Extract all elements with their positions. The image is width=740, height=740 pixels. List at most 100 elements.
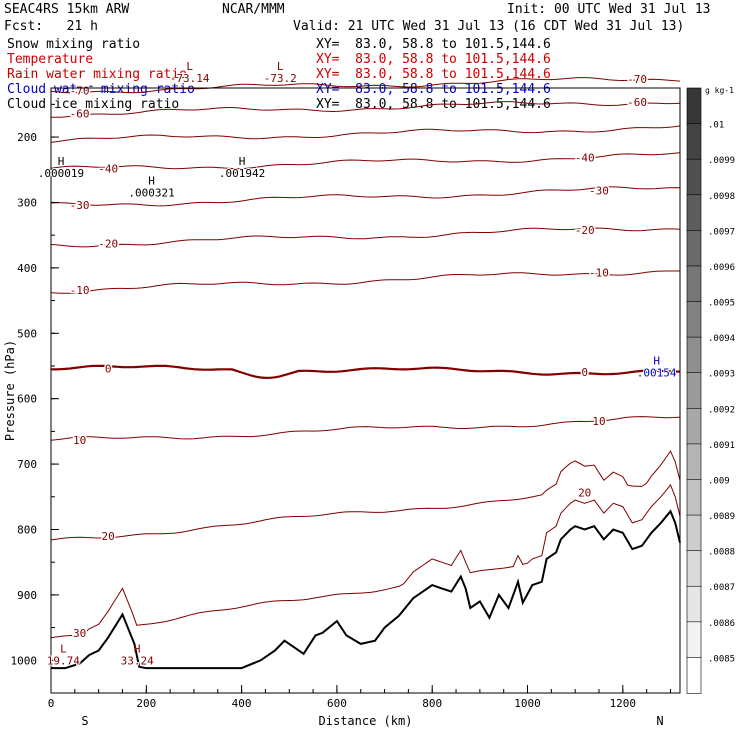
- colorbar-swatch: [686, 443, 702, 481]
- contour-label: 10: [73, 434, 86, 447]
- extremum-kind: H: [148, 175, 155, 188]
- y-tick-label: 700: [17, 458, 37, 471]
- extremum-value: -73.14: [170, 72, 210, 85]
- variable-name: Rain water mixing ratio: [7, 67, 188, 82]
- y-tick-label: 200: [17, 131, 37, 144]
- variable-name: Cloud ice mixing ratio: [7, 97, 180, 112]
- y-tick-label: 500: [17, 327, 37, 340]
- contour-label: -40: [98, 162, 118, 175]
- temperature-contour: [50, 364, 680, 380]
- extremum-kind: L: [186, 60, 193, 73]
- extremum-value: 19.74: [47, 654, 80, 667]
- contour-label: 30: [73, 627, 86, 640]
- endpoint-left: S: [81, 714, 88, 728]
- colorbar-tick-label: .009: [708, 476, 730, 486]
- terrain-profile: [51, 509, 681, 693]
- extremum-value: .00154: [637, 367, 677, 380]
- colorbar-swatch: [686, 230, 702, 267]
- colorbar-tick-label: .0094: [708, 334, 735, 344]
- colorbar-swatch: [686, 585, 702, 623]
- colorbar-tick-label: .0099: [708, 156, 735, 166]
- y-tick-label: 800: [17, 523, 37, 536]
- extremum-kind: L: [277, 60, 284, 73]
- x-tick-label: 0: [48, 697, 55, 710]
- colorbar-tick-label: .0086: [708, 619, 735, 629]
- contour-label: -20: [98, 237, 118, 250]
- contour-label: 20: [102, 530, 115, 543]
- colorbar-tick-label: .0089: [708, 512, 735, 522]
- contour-label: -60: [627, 96, 647, 109]
- valid-time: Valid: 21 UTC Wed 31 Jul 13 (16 CDT Wed …: [293, 19, 685, 34]
- variable-name: Snow mixing ratio: [7, 37, 141, 52]
- x-tick-label: 800: [422, 697, 442, 710]
- plot-frame: [50, 87, 681, 694]
- variable-xy: XY= 83.0, 58.8 to 101.5,144.6: [316, 67, 551, 82]
- extrema-labels: L-73.14L-73.2H.000019H.000321H.001942H.0…: [37, 60, 678, 668]
- extremum-value: .000321: [128, 187, 174, 200]
- colorbar-tick-label: .01: [708, 121, 724, 131]
- extremum-kind: L: [60, 642, 67, 655]
- colorbar-tick-label: .0096: [708, 263, 735, 273]
- extremum-value: .000019: [38, 167, 84, 180]
- colorbar-swatch: [686, 479, 702, 516]
- x-tick-label: 1000: [514, 697, 541, 710]
- temperature-contour: [50, 186, 681, 207]
- contour-label: -40: [575, 152, 595, 165]
- variable-name: Cloud water mixing ratio: [7, 82, 195, 97]
- contour-label: 10: [592, 415, 605, 428]
- extremum-kind: H: [58, 155, 65, 168]
- contour-label: -30: [589, 184, 609, 197]
- colorbar-swatch: [686, 265, 702, 303]
- colorbar-tick-label: .0088: [708, 548, 735, 558]
- temperature-contour: [50, 152, 681, 170]
- extremum-kind: H: [134, 642, 141, 655]
- axes: 0 200 400 600 800 1000 12002003004005006007008…: [3, 103, 671, 728]
- y-axis-title: Pressure (hPa): [3, 340, 17, 441]
- colorbar-swatch: [686, 87, 702, 125]
- x-tick-label: 600: [327, 697, 347, 710]
- temperature-contour: [50, 101, 681, 118]
- colorbar-swatch: [686, 123, 702, 160]
- y-tick-label: 1000: [11, 654, 38, 667]
- temperature-contour: [50, 270, 680, 294]
- contour-label: -10: [589, 267, 609, 280]
- source-label: NCAR/MMM: [222, 2, 285, 17]
- contour-label: -20: [575, 224, 595, 237]
- contour-label: -60: [70, 108, 90, 121]
- variable-name: Temperature: [7, 52, 94, 67]
- colorbar-swatch: [686, 514, 702, 552]
- extremum-kind: H: [239, 155, 246, 168]
- y-tick-label: 600: [17, 393, 37, 406]
- model-title: SEAC4RS 15km ARW: [4, 2, 130, 17]
- extremum-value: .001942: [219, 167, 265, 180]
- colorbar-swatch: [686, 550, 702, 588]
- contour-label: 0: [581, 366, 588, 379]
- colorbar-tick-label: .0091: [708, 441, 735, 451]
- variable-xy: XY= 83.0, 58.8 to 101.5,144.6: [316, 52, 551, 67]
- y-tick-label: 900: [17, 589, 37, 602]
- contour-label: 20: [578, 486, 591, 499]
- temperature-contour: [50, 227, 681, 248]
- temperature-contour: [50, 484, 681, 639]
- temperature-contour: [50, 416, 681, 441]
- colorbar-unit: g kg-1: [705, 86, 734, 95]
- colorbar-tick-label: .0095: [708, 299, 735, 309]
- colorbar: .01 .0099 .0098 .0097 .0096 .0095 .0094 .0093 .0…: [686, 86, 735, 694]
- colorbar-tick-label: .0098: [708, 192, 735, 202]
- forecast-hour: Fcst: 21 h: [4, 19, 98, 34]
- x-tick-label: 200: [136, 697, 156, 710]
- colorbar-swatch: [686, 158, 702, 196]
- colorbar-swatch: [686, 301, 702, 338]
- x-axis-title: Distance (km): [319, 714, 413, 728]
- colorbar-tick-label: .0085: [708, 654, 735, 664]
- contour-label: 0: [105, 362, 112, 375]
- colorbar-tick-label: .0092: [708, 405, 735, 415]
- colorbar-swatch: [686, 336, 702, 374]
- temperature-contour: [50, 125, 681, 143]
- plot-border: [50, 87, 681, 694]
- x-tick-label: 1200: [610, 697, 637, 710]
- temperature-contour: [50, 77, 681, 94]
- extremum-value: -73.2: [264, 72, 297, 85]
- colorbar-swatch: [686, 407, 702, 445]
